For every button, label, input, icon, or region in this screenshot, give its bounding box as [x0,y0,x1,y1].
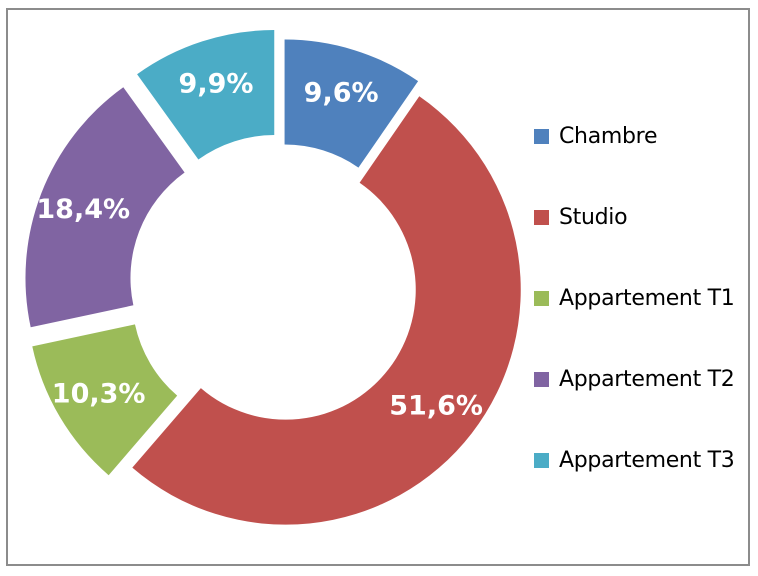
legend-item-chambre: Chambre [534,121,657,151]
legend-label: Appartement T1 [559,285,735,311]
donut-slice-appartement-t3 [137,30,275,160]
slice-label-studio: 51,6% [389,390,483,421]
slice-label-appartement-t3: 9,9% [179,69,254,100]
legend-item-studio: Studio [534,202,628,232]
slice-label-chambre: 9,6% [304,78,379,109]
slice-labels: 9,6% 51,6% 10,3% 18,4% 9,9% [36,69,483,422]
donut-slice-appartement-t2 [25,87,185,328]
slice-label-appartement-t2: 18,4% [36,194,130,225]
legend-swatch [534,452,549,468]
legend-item-appartement-t1: Appartement T1 [534,283,735,313]
legend-label: Chambre [559,123,658,149]
slice-label-appartement-t1: 10,3% [52,379,146,410]
donut-slice-appartement-t1 [32,324,178,476]
donut-slice-studio [132,96,521,525]
legend-label: Appartement T3 [559,447,735,473]
donut-slices [25,30,521,525]
legend-item-appartement-t2: Appartement T2 [534,364,735,394]
legend-swatch [534,209,549,225]
legend-swatch [534,371,549,387]
legend-swatch [534,128,549,144]
legend-item-appartement-t3: Appartement T3 [534,445,735,475]
legend-swatch [534,290,549,306]
donut-slice-chambre [284,39,419,168]
legend-label: Appartement T2 [559,366,735,392]
legend-label: Studio [559,204,628,230]
